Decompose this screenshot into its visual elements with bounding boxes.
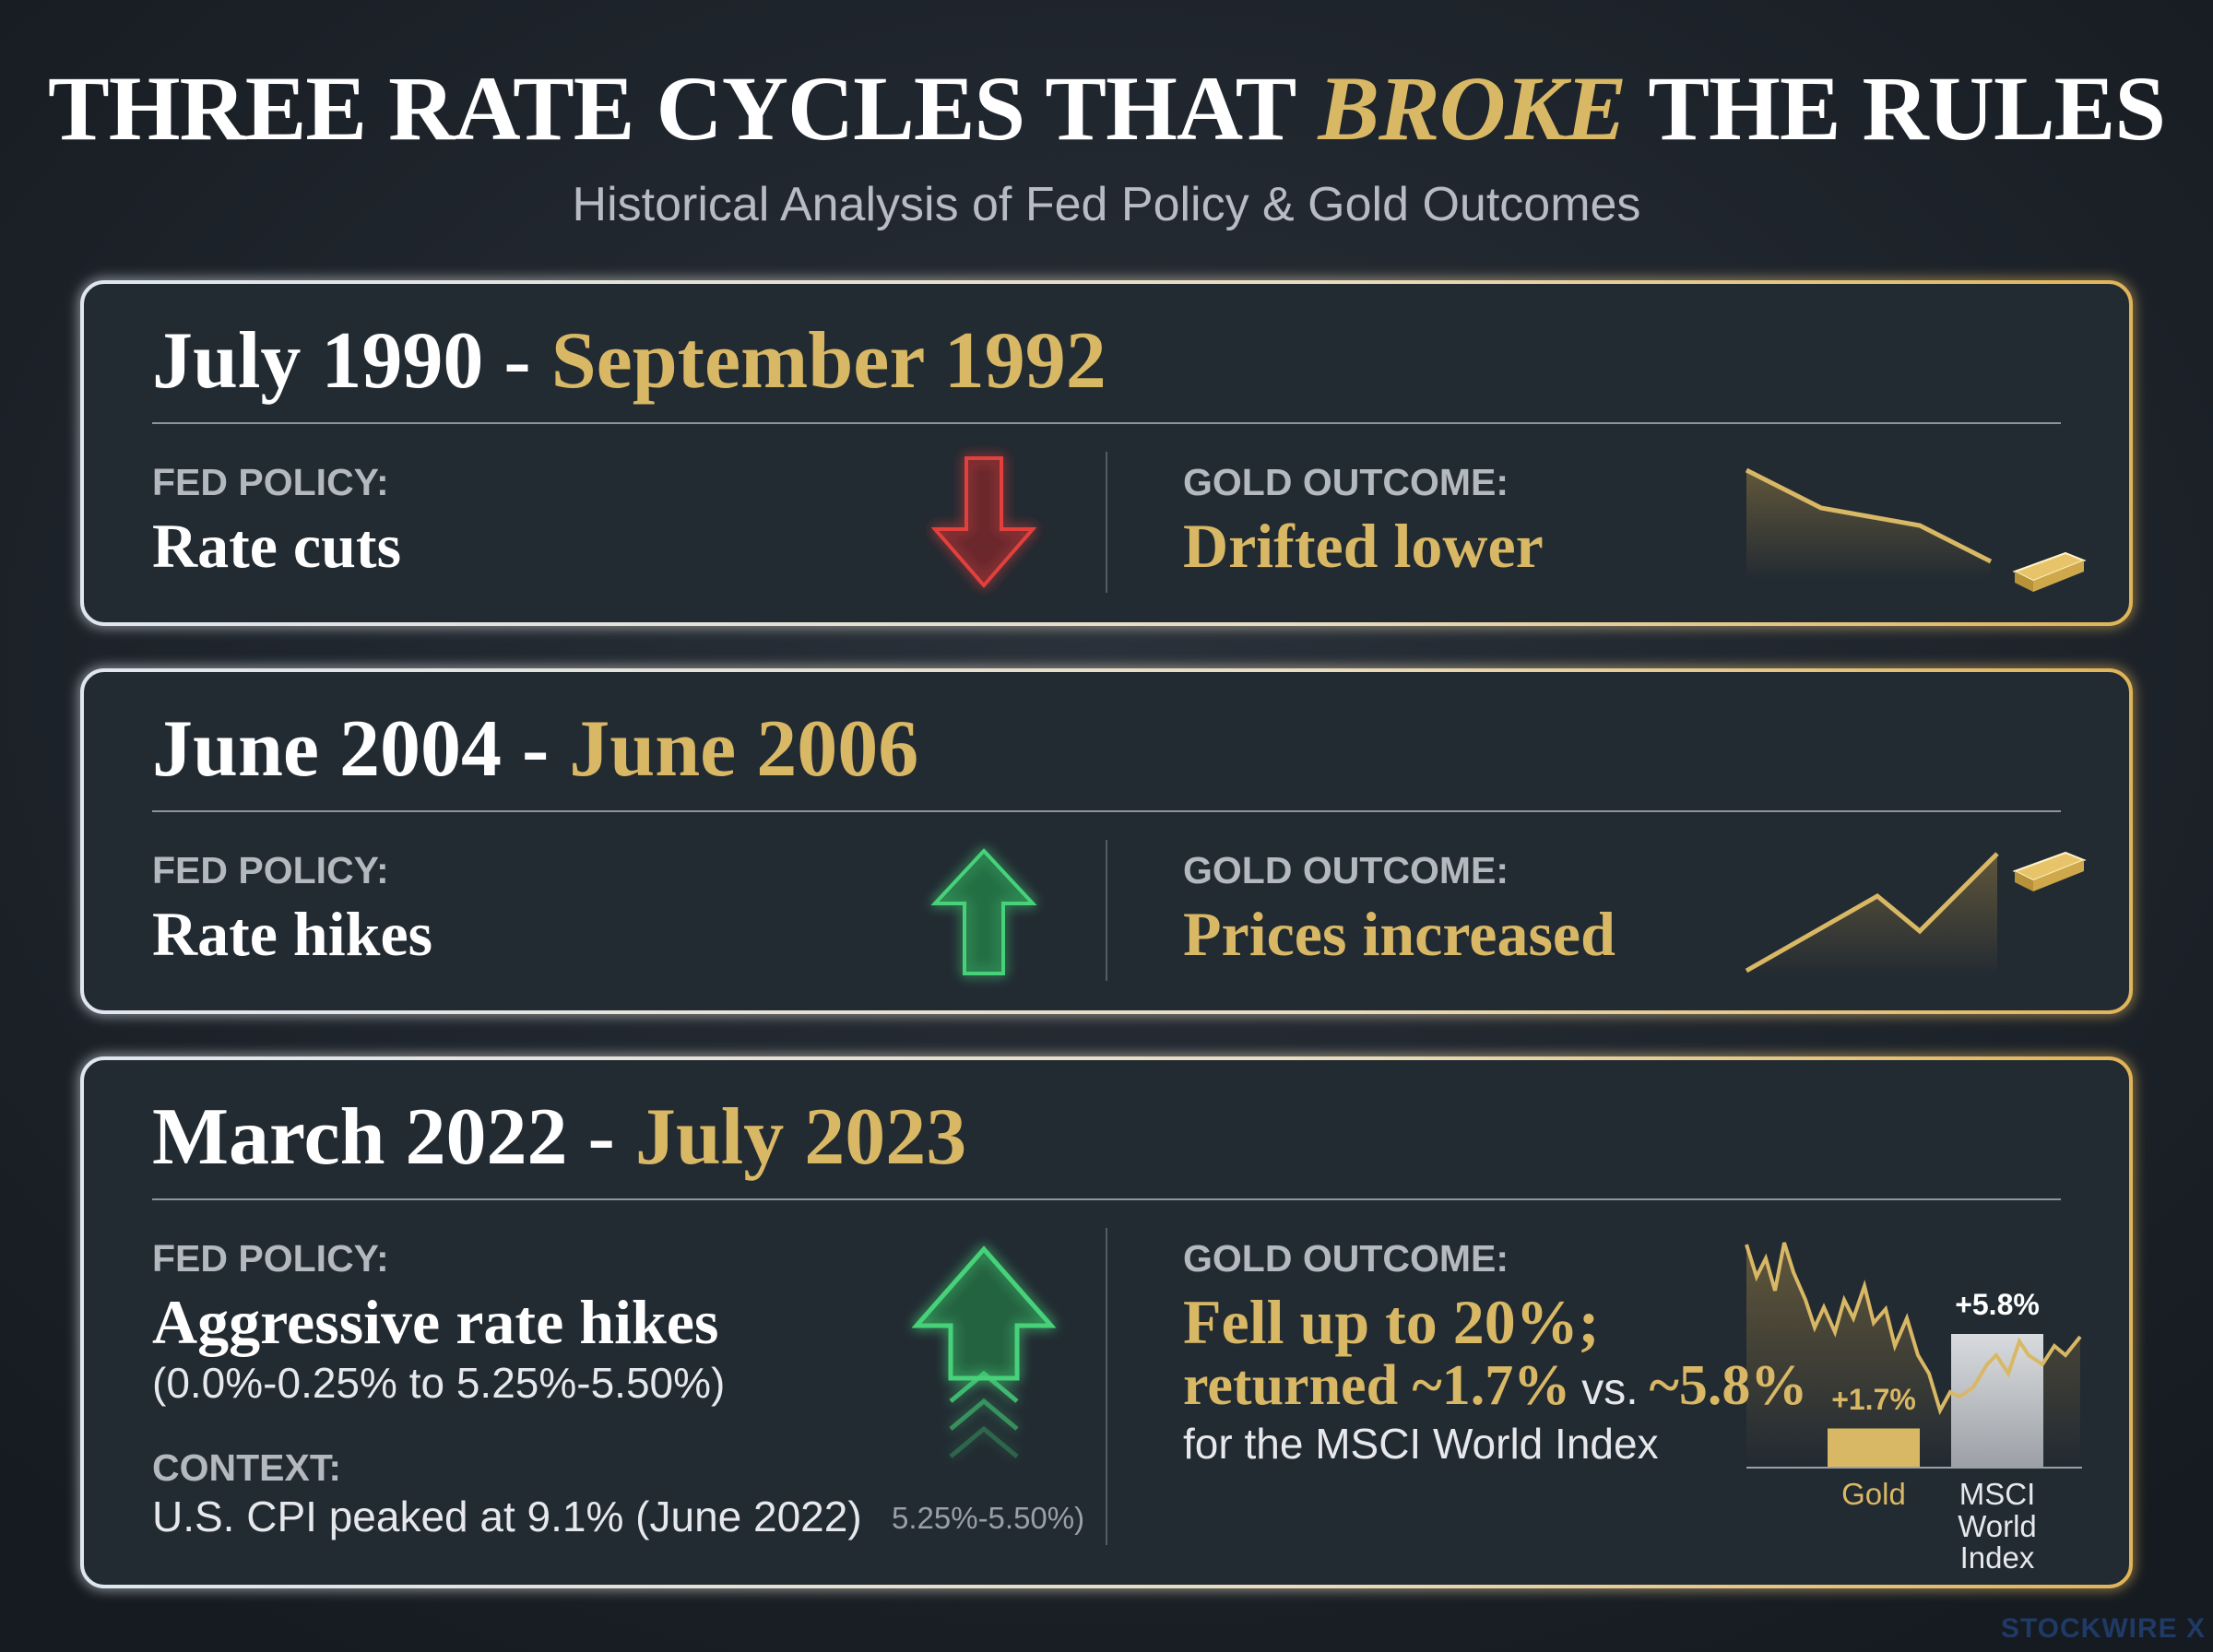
cycle-start: March 2022: [152, 1092, 568, 1182]
outcome-return: returned ~1.7% vs. ~5.8%: [1183, 1357, 1807, 1414]
category-label: Gold: [1841, 1477, 1906, 1511]
chevron: [949, 1398, 1019, 1431]
policy-label: FED POLICY:: [152, 1237, 389, 1280]
policy: Rate cuts: [152, 511, 402, 581]
policy: Rate hikes: [152, 899, 433, 969]
title: THREE RATE CYCLES THAT BROKE THE RULES: [0, 63, 2213, 155]
value-label: +5.8%: [1955, 1288, 2040, 1321]
cycle-start: June 2004: [152, 704, 502, 794]
outcome: Fell up to 20%;: [1183, 1287, 1600, 1357]
title-text: THREE RATE CYCLES THAT: [48, 57, 1296, 159]
cycle-end: July 2023: [634, 1092, 967, 1182]
title-text: THE RULES: [1648, 57, 2166, 159]
spark-line: [1745, 852, 1999, 974]
policy-label: FED POLICY:: [152, 461, 389, 503]
gold-bar-icon: [2015, 871, 2033, 891]
cycle-heading: July 1990- September 1992: [152, 321, 1106, 402]
mini-chart: [1745, 1242, 2082, 1469]
outcome-label: GOLD OUTCOME:: [1183, 461, 1509, 503]
spark-area: [1746, 470, 1991, 581]
policy-range: (0.0%-0.25% to 5.25%-5.50%): [152, 1359, 726, 1407]
separator: -: [503, 316, 531, 406]
spark-area: [1746, 854, 1997, 977]
context: U.S. CPI peaked at 9.1% (June 2022): [152, 1493, 862, 1540]
cycle-heading: March 2022- July 2023: [152, 1097, 966, 1178]
separator: -: [587, 1092, 615, 1182]
policy: Aggressive rate hikes: [152, 1287, 719, 1357]
up-arrow: [930, 848, 1037, 975]
subtitle: Historical Analysis of Fed Policy & Gold…: [572, 178, 1641, 231]
cycle-start: July 1990: [152, 316, 484, 406]
cycle-heading: June 2004- June 2006: [152, 709, 918, 790]
gold-bar-icon: [2033, 560, 2084, 592]
outcome: Prices increased: [1183, 899, 1615, 969]
outcome-note: for the MSCI World Index: [1183, 1420, 1659, 1468]
sparkline-down: [1745, 467, 2087, 592]
cycle-end: June 2006: [569, 704, 919, 794]
outcome-label: GOLD OUTCOME:: [1183, 1237, 1509, 1280]
dividers: [152, 422, 2061, 1545]
policy-label: FED POLICY:: [152, 849, 389, 891]
msci-return: ~5.8%: [1649, 1354, 1808, 1417]
context-label: CONTEXT:: [152, 1446, 341, 1489]
arrow-label: 5.25%-5.50%): [892, 1501, 1085, 1535]
watermark: STOCKWIRE X: [2000, 1613, 2206, 1644]
separator: -: [521, 704, 550, 794]
title-emphasis: BROKE: [1318, 57, 1627, 159]
category-label: MSCI World Index: [1958, 1477, 2037, 1575]
spark-line: [1745, 1242, 2082, 1416]
gold-bar-icon: [2033, 860, 2084, 891]
vs: vs.: [1581, 1365, 1639, 1414]
sparkline-up: [1745, 851, 2087, 977]
gold-return: returned ~1.7%: [1183, 1354, 1571, 1417]
cycle-end: September 1992: [550, 316, 1106, 406]
down-arrow: [930, 456, 1037, 589]
outcome-label: GOLD OUTCOME:: [1183, 849, 1509, 891]
arrow-head: [911, 1245, 1057, 1381]
bar: [1828, 1428, 1920, 1468]
chevron: [949, 1425, 1019, 1458]
outcome: Drifted lower: [1183, 511, 1544, 581]
gold-bar-icon: [2015, 572, 2033, 592]
chevron: [949, 1370, 1019, 1403]
big-up-arrow: [911, 1245, 1057, 1458]
spark-line: [1745, 467, 1993, 564]
value-label: +1.7%: [1831, 1382, 1916, 1416]
